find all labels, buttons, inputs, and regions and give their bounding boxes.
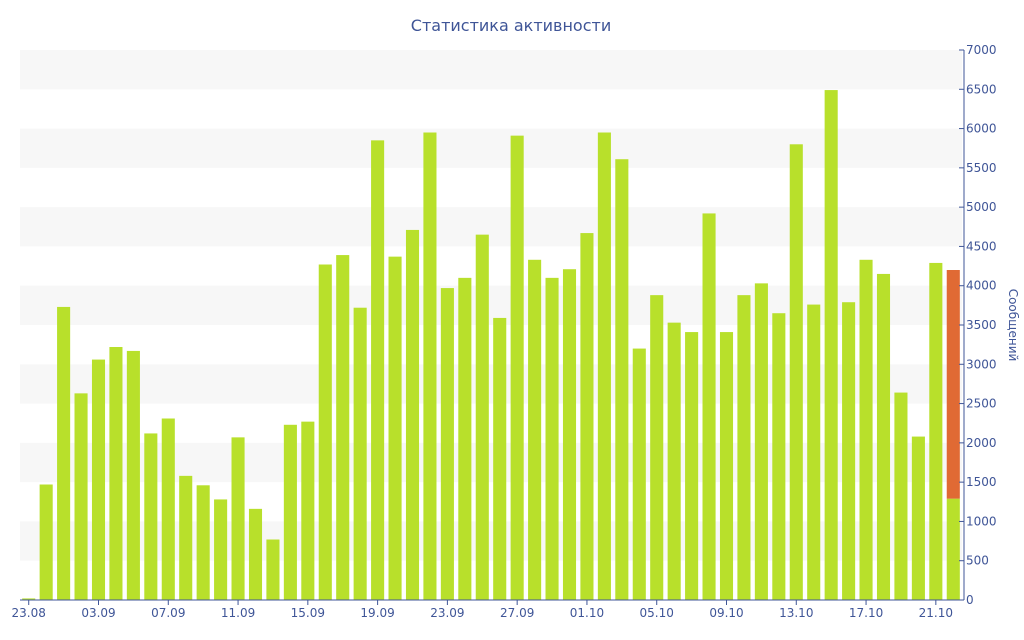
- x-tick-label: 07.09: [151, 606, 185, 620]
- y-tick-label: 0: [966, 593, 974, 607]
- bar[interactable]: [371, 140, 385, 601]
- y-tick-label: 5000: [966, 200, 997, 214]
- y-tick-label: 7000: [966, 43, 997, 57]
- bar[interactable]: [388, 256, 402, 600]
- grid-band: [20, 207, 962, 247]
- bar[interactable]: [876, 273, 891, 600]
- grid-bands: [20, 50, 962, 561]
- x-tick-label: 11.09: [221, 606, 255, 620]
- x-tick-label: 27.09: [500, 606, 534, 620]
- bar[interactable]: [353, 307, 367, 600]
- bar[interactable]: [615, 159, 629, 600]
- bar[interactable]: [126, 350, 140, 600]
- bar[interactable]: [685, 332, 699, 600]
- bar[interactable]: [179, 475, 193, 600]
- x-tick-label: 03.09: [81, 606, 115, 620]
- bar-highlight-segment[interactable]: [946, 270, 960, 499]
- y-tick-label: 5500: [966, 161, 997, 175]
- bar[interactable]: [894, 392, 908, 600]
- bar[interactable]: [231, 437, 245, 600]
- y-tick-label: 1500: [966, 475, 997, 489]
- bar[interactable]: [842, 302, 856, 600]
- bar[interactable]: [161, 418, 175, 601]
- grid-band: [20, 442, 962, 483]
- bar[interactable]: [754, 283, 768, 600]
- x-tick-label: 23.09: [430, 606, 464, 620]
- bar[interactable]: [929, 262, 943, 600]
- bar[interactable]: [824, 90, 838, 600]
- x-tick-label: 13.10: [779, 606, 813, 620]
- chart-title: Статистика активности: [411, 16, 611, 35]
- bar[interactable]: [283, 424, 297, 600]
- y-tick-label: 3000: [966, 357, 997, 371]
- x-tick-label: 17.10: [849, 606, 883, 620]
- grid-band: [20, 128, 962, 168]
- bar[interactable]: [807, 304, 821, 600]
- bar[interactable]: [946, 498, 960, 600]
- bar[interactable]: [440, 288, 454, 600]
- y-tick-label: 4500: [966, 239, 997, 253]
- bar[interactable]: [144, 433, 158, 600]
- bar[interactable]: [911, 436, 925, 600]
- x-tick-label: 01.10: [570, 606, 604, 620]
- bar[interactable]: [562, 269, 577, 600]
- bar[interactable]: [91, 359, 106, 600]
- bar[interactable]: [789, 144, 803, 601]
- x-tick-label: 15.09: [291, 606, 325, 620]
- grid-band: [20, 285, 962, 325]
- bar[interactable]: [266, 539, 280, 601]
- bar[interactable]: [318, 264, 332, 601]
- bar[interactable]: [74, 393, 88, 600]
- y-tick-label: 6000: [966, 122, 997, 136]
- y-tick-label: 1000: [966, 514, 997, 528]
- bar[interactable]: [196, 485, 210, 600]
- y-axis: 0 500 1000 1500 2000 2500 3000 3500 4000 4500 5000…: [959, 43, 997, 607]
- bar[interactable]: [510, 135, 524, 600]
- bar[interactable]: [493, 317, 507, 600]
- grid-band: [20, 364, 962, 404]
- bar[interactable]: [528, 259, 542, 600]
- grid-band: [20, 50, 962, 90]
- y-tick-label: 500: [966, 554, 989, 568]
- y-axis-label: Сообщений: [1006, 289, 1020, 362]
- bar[interactable]: [301, 421, 315, 600]
- y-tick-label: 2000: [966, 436, 997, 450]
- bar[interactable]: [737, 295, 751, 600]
- bar[interactable]: [248, 508, 263, 600]
- bar[interactable]: [57, 306, 71, 600]
- bar[interactable]: [475, 234, 489, 600]
- bar[interactable]: [597, 132, 611, 601]
- bar[interactable]: [719, 332, 734, 600]
- bar[interactable]: [336, 255, 350, 600]
- bar[interactable]: [632, 348, 646, 600]
- bar[interactable]: [214, 499, 228, 600]
- bar[interactable]: [580, 233, 594, 600]
- bar[interactable]: [667, 322, 681, 600]
- bars-group: [22, 90, 960, 601]
- bar[interactable]: [22, 598, 36, 600]
- x-tick-label: 21.10: [919, 606, 953, 620]
- bar[interactable]: [405, 229, 420, 600]
- x-tick-label: 09.10: [709, 606, 743, 620]
- x-tick-label: 19.09: [360, 606, 394, 620]
- bar[interactable]: [545, 277, 559, 600]
- bar[interactable]: [650, 295, 664, 600]
- x-axis: 23.08 03.09 07.09 11.09 15.09 19.09 23.09 27.09…: [12, 599, 964, 620]
- x-tick-label: 05.10: [640, 606, 674, 620]
- bar[interactable]: [423, 132, 437, 601]
- bar[interactable]: [859, 259, 873, 600]
- bar[interactable]: [702, 213, 716, 600]
- y-tick-label: 4000: [966, 279, 997, 293]
- grid-band: [20, 521, 962, 561]
- x-tick-label: 23.08: [12, 606, 46, 620]
- bar[interactable]: [109, 347, 123, 600]
- y-tick-label: 2500: [966, 397, 997, 411]
- bar[interactable]: [458, 277, 472, 600]
- y-tick-label: 3500: [966, 318, 997, 332]
- y-tick-label: 6500: [966, 82, 997, 96]
- bar[interactable]: [772, 313, 786, 600]
- bar[interactable]: [39, 484, 53, 601]
